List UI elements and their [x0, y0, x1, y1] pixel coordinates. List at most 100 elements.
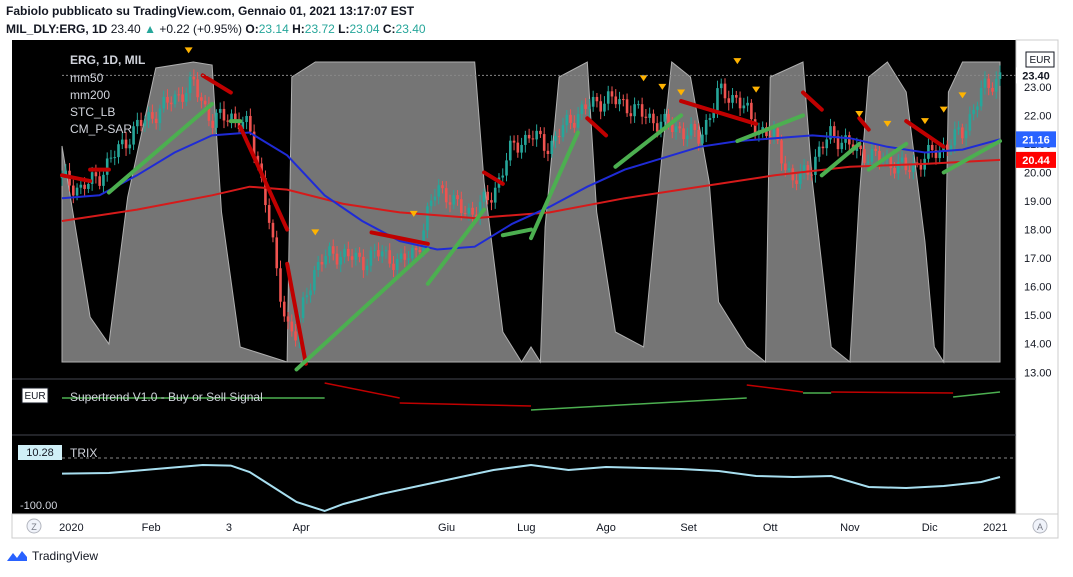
psar-segment — [106, 101, 215, 195]
candle-body — [448, 202, 452, 205]
candle-body — [659, 121, 663, 132]
signal-marker-icon — [184, 47, 193, 54]
psar-segment — [735, 113, 806, 144]
candle-body — [750, 102, 753, 120]
mm200-badge: 20.44 — [1022, 155, 1050, 167]
supertrend-label: Supertrend V1.0 - Buy or Sell Signal — [70, 390, 263, 404]
high-label: H: — [292, 22, 305, 36]
candle-body — [535, 130, 538, 140]
y-tick-label: 23.00 — [1024, 82, 1052, 94]
psar-segment — [857, 116, 871, 132]
high-value: 23.72 — [304, 22, 335, 36]
legend-item: CM_P-SAR — [70, 122, 132, 136]
signal-marker-icon — [920, 118, 929, 125]
psar-segment — [238, 124, 290, 232]
candle-body — [377, 250, 380, 257]
candle-body — [154, 118, 158, 124]
candle-body — [949, 145, 953, 150]
candle-body — [802, 165, 806, 172]
candle-body — [832, 126, 836, 137]
candle-body — [516, 142, 520, 153]
last-price-badge: 23.40 — [1022, 70, 1050, 82]
candle-body — [369, 250, 373, 266]
candle-body — [731, 95, 734, 103]
supertrend-segment — [953, 391, 1001, 398]
y-tick-label: 16.00 — [1024, 282, 1052, 294]
time-axis — [11, 513, 1059, 539]
y-tick-label: 13.00 — [1024, 367, 1052, 379]
candle-body — [863, 149, 866, 163]
candle-body — [139, 119, 143, 126]
candle-body — [821, 146, 825, 149]
psar-segment — [819, 141, 862, 178]
candle-body — [162, 96, 166, 109]
candle-body — [874, 148, 877, 151]
psar-segment — [285, 261, 308, 366]
candle-body — [591, 96, 595, 107]
candle-body — [961, 127, 964, 139]
psar-segment — [679, 99, 759, 126]
candle-body — [331, 246, 335, 254]
y-tick-label: 22.00 — [1024, 110, 1052, 122]
psar-segment — [200, 73, 233, 95]
candle-body — [501, 175, 505, 178]
candle-body — [712, 110, 716, 119]
open-value: 23.14 — [258, 22, 289, 36]
candle-body — [252, 131, 256, 156]
candle-body — [938, 150, 942, 159]
zoom-icon-glyph: Z — [31, 522, 37, 532]
candle-body — [384, 250, 388, 252]
candle-body — [87, 183, 90, 189]
candle-body — [983, 78, 987, 88]
candle-body — [527, 134, 531, 139]
candle-body — [301, 297, 305, 319]
candle-body — [399, 253, 403, 259]
candle-body — [490, 200, 493, 203]
x-tick-label: 3 — [226, 522, 232, 534]
candle-body — [968, 114, 972, 131]
change-arrow-icon: ▲ — [144, 22, 156, 36]
candle-body — [188, 76, 192, 94]
candle-body — [275, 237, 279, 269]
candle-body — [456, 195, 459, 200]
candle-body — [546, 150, 550, 155]
candle-body — [294, 331, 297, 341]
candle-body — [128, 144, 132, 149]
currency-badge: EUR — [1029, 55, 1050, 66]
candle-body — [667, 114, 670, 125]
candle-body — [267, 205, 271, 223]
candle-body — [829, 126, 832, 140]
y-tick-label: 18.00 — [1024, 225, 1052, 237]
candle-body — [787, 168, 791, 171]
candle-body — [339, 256, 343, 265]
candle-body — [313, 270, 316, 291]
candle-body — [742, 105, 746, 109]
candle-body — [185, 93, 188, 102]
candle-body — [697, 129, 700, 144]
candle-body — [113, 157, 117, 159]
candle-body — [328, 246, 331, 256]
candle-body — [678, 126, 682, 129]
candle-body — [629, 113, 633, 117]
candle-body — [493, 187, 497, 203]
close-label: C: — [382, 22, 396, 36]
x-tick-label: 2020 — [59, 522, 83, 534]
candle-body — [539, 130, 542, 135]
y-tick-label: 19.00 — [1024, 196, 1052, 208]
candle-body — [735, 95, 738, 98]
x-tick-label: Set — [680, 522, 697, 534]
mm200-line — [61, 158, 1001, 222]
candle-body — [132, 126, 135, 145]
signal-marker-icon — [311, 229, 320, 236]
price-chart[interactable]: 23.0022.0021.0020.0019.0018.0017.0016.00… — [0, 0, 1073, 545]
candle-body — [486, 191, 489, 201]
candle-body — [776, 128, 780, 141]
candle-body — [207, 104, 211, 121]
signal-marker-icon — [409, 210, 418, 217]
psar-segment — [294, 247, 430, 372]
candle-body — [588, 106, 591, 109]
candle-body — [226, 120, 230, 122]
x-tick-label: Feb — [142, 522, 161, 534]
candle-body — [652, 113, 655, 124]
candle-body — [463, 213, 467, 215]
